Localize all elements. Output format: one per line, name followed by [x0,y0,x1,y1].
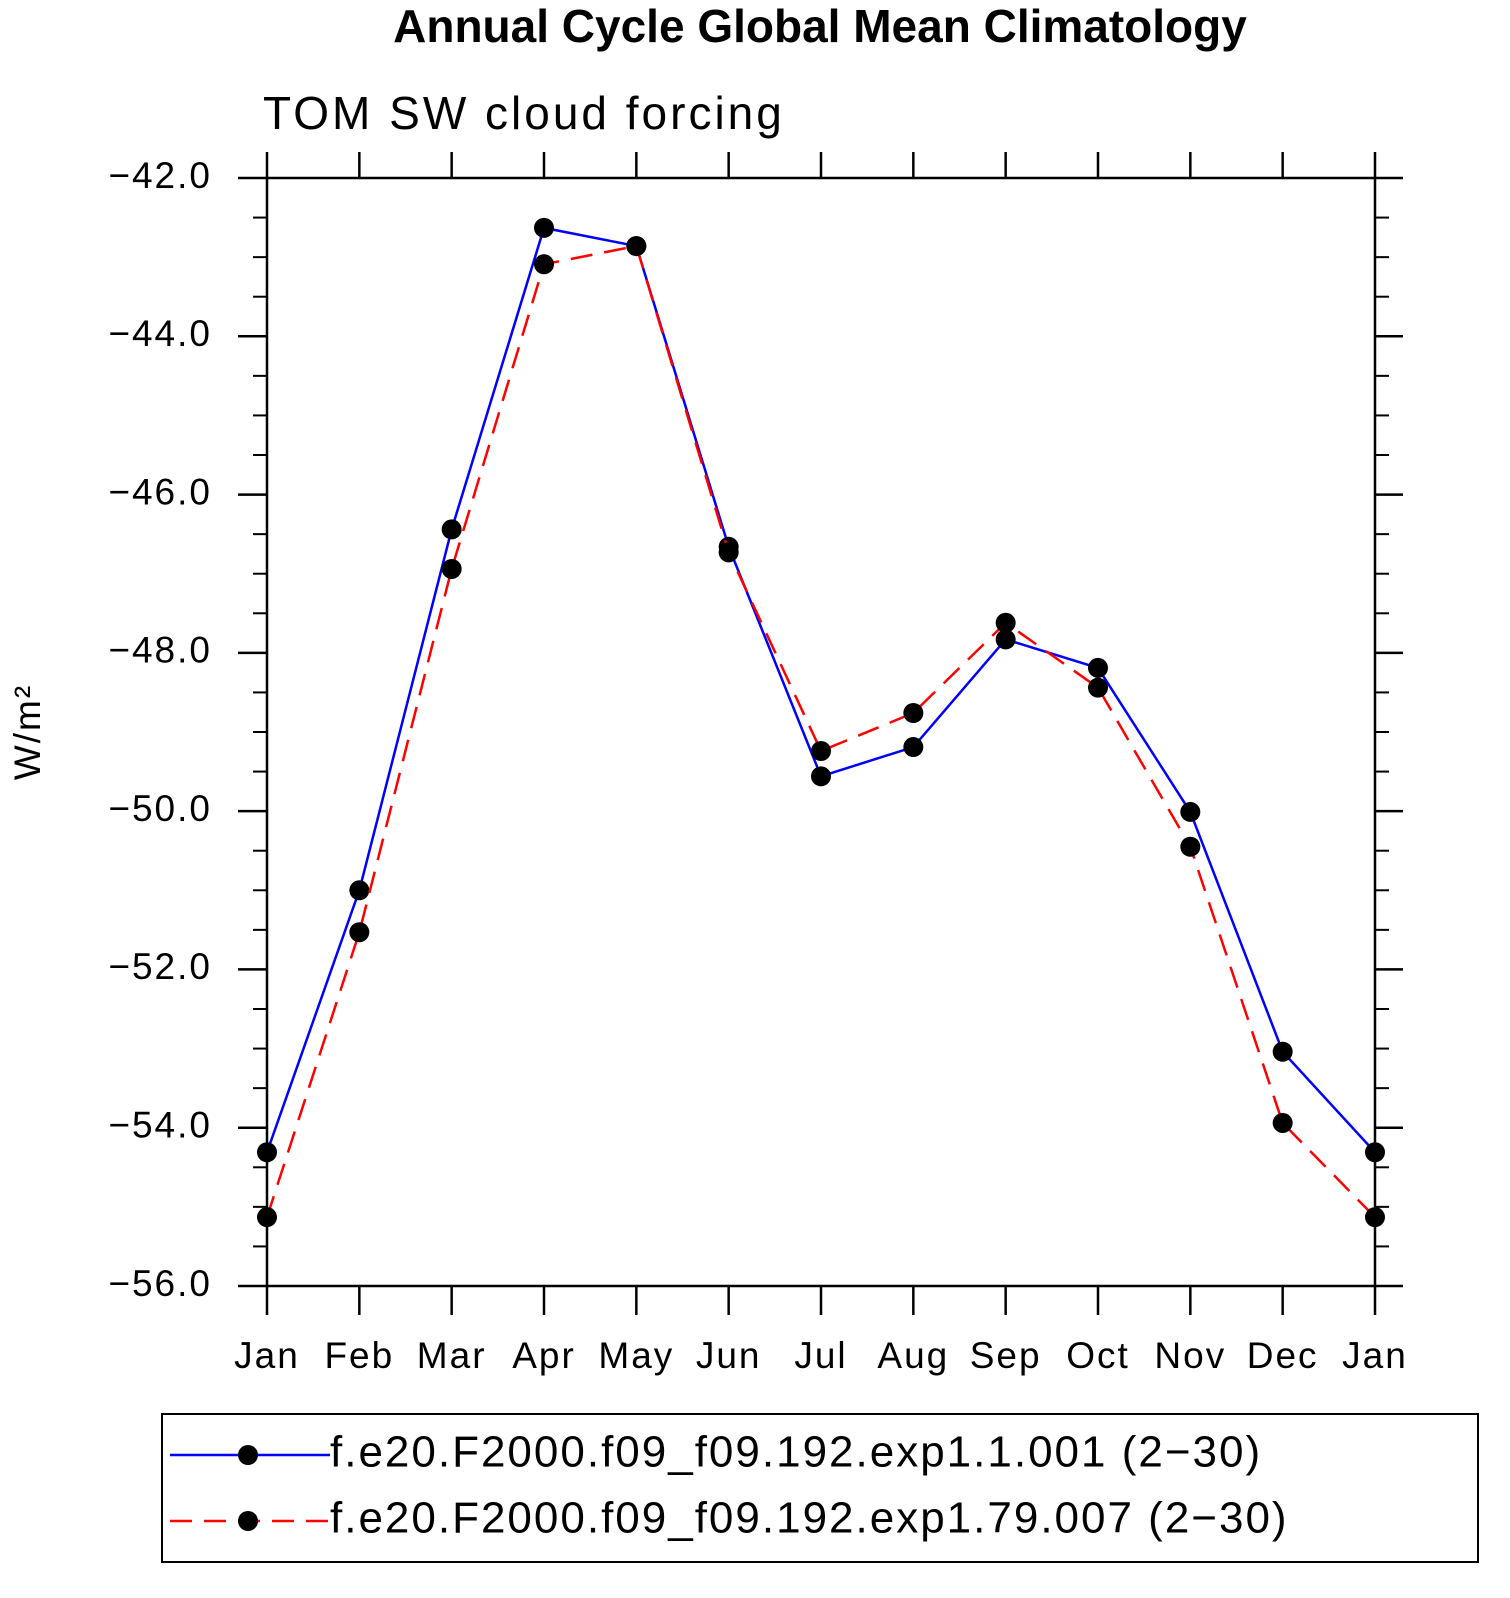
x-tick-label: Nov [1154,1335,1226,1376]
marker [1088,677,1108,698]
marker [349,922,370,943]
plot-frame [265,176,1377,1288]
y-tick-label: −44.0 [108,313,212,354]
marker [1180,836,1201,857]
marker [1272,1041,1293,1062]
marker [626,236,647,257]
marker [1272,1112,1293,1133]
y-tick-label: −46.0 [108,471,212,512]
x-tick-label: May [598,1335,674,1376]
marker [257,1142,277,1163]
marker [441,558,462,579]
marker [349,880,370,901]
chart-title: Annual Cycle Global Mean Climatology [393,0,1247,52]
legend-label: f.e20.F2000.f09_f09.192.exp1.1.001 (2−30… [330,1428,1262,1477]
y-tick-label: −56.0 [108,1263,212,1304]
x-tick-label: Oct [1066,1335,1130,1376]
marker [1180,801,1201,822]
legend-label: f.e20.F2000.f09_f09.192.exp1.79.007 (2−3… [330,1494,1289,1543]
x-tick-label: Sep [970,1335,1042,1376]
x-tick-label: Aug [877,1335,949,1376]
x-tick-label: Mar [417,1335,487,1376]
marker [903,703,924,724]
x-tick-label: Jan [234,1335,300,1376]
marker [718,542,739,563]
series-line [265,244,1376,1219]
y-tick-label: −42.0 [108,155,212,196]
legend-marker [238,1511,258,1531]
marker [534,217,554,238]
x-tick-label: Feb [324,1335,394,1376]
marker [811,766,831,787]
marker [1365,1207,1385,1228]
x-tick-label: Jul [794,1335,847,1376]
x-tick-label: Jun [696,1335,762,1376]
y-tick-label: −52.0 [108,946,212,987]
chart-subtitle: TOM SW cloud forcing [263,87,785,139]
marker [1365,1142,1385,1163]
y-tick-label: −50.0 [108,788,212,829]
marker [534,254,554,275]
marker [441,519,462,540]
y-tick-label: −48.0 [108,630,212,671]
marker [811,740,831,761]
x-tick-label: Jan [1342,1335,1408,1376]
marker [995,612,1016,633]
x-tick-label: Dec [1247,1335,1319,1376]
marker [1088,657,1108,678]
x-tick-label: Apr [512,1335,576,1376]
marker [257,1207,277,1228]
marker [995,629,1016,650]
y-tick-label: −54.0 [108,1104,212,1145]
y-axis-label: W/m² [7,684,48,780]
series-line [265,226,1376,1154]
legend-box [161,1413,1479,1563]
marker [903,737,924,758]
legend-marker [238,1445,258,1465]
